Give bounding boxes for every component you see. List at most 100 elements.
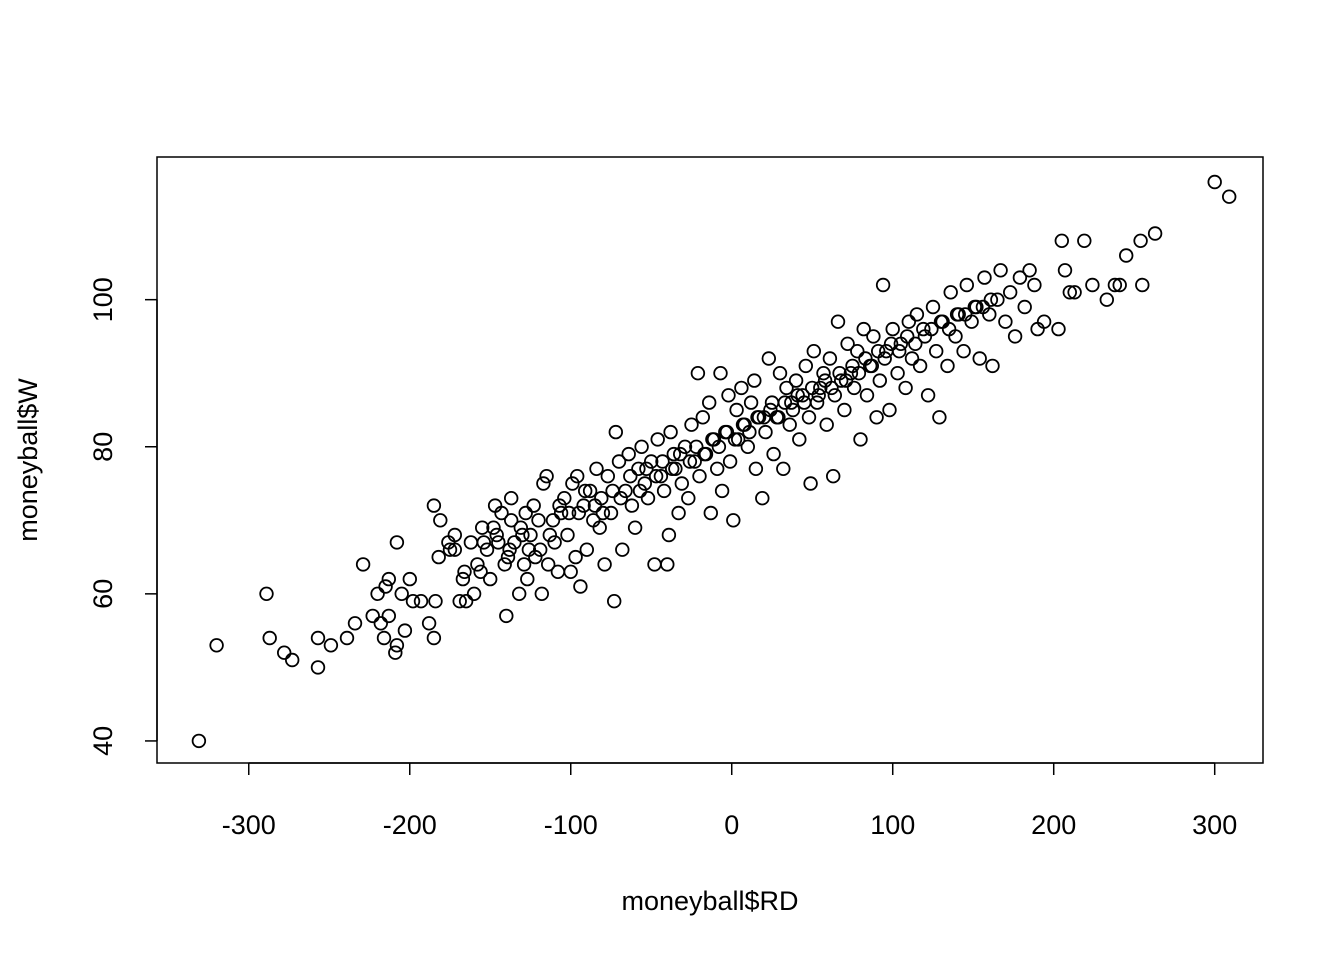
data-point	[570, 469, 585, 484]
y-tick-label: 40	[88, 726, 118, 756]
data-point	[719, 424, 735, 440]
data-point	[972, 351, 987, 366]
data-point	[816, 366, 831, 381]
data-point	[940, 358, 955, 374]
data-point	[565, 476, 580, 491]
data-point	[1062, 285, 1078, 300]
data-point	[259, 586, 274, 602]
data-point	[782, 417, 797, 432]
data-point	[929, 344, 944, 359]
data-point	[711, 439, 727, 455]
data-point	[689, 439, 704, 455]
data-point	[898, 380, 913, 396]
data-point	[806, 344, 822, 359]
data-point	[742, 424, 757, 440]
data-point	[958, 307, 973, 322]
data-point	[803, 476, 818, 491]
data-point	[776, 461, 791, 477]
data-point	[457, 564, 472, 580]
data-point	[703, 505, 719, 521]
data-point	[553, 505, 569, 521]
data-point	[613, 491, 628, 506]
data-point	[397, 623, 413, 638]
data-point	[813, 380, 828, 396]
data-point	[1057, 263, 1073, 278]
data-points	[191, 174, 1237, 749]
data-point	[702, 395, 717, 410]
data-point	[650, 432, 665, 447]
data-point	[607, 594, 622, 609]
data-point	[433, 513, 448, 528]
data-point	[1054, 233, 1070, 249]
data-point	[890, 366, 905, 381]
data-point	[515, 527, 530, 543]
data-point	[640, 491, 656, 506]
data-point	[491, 535, 506, 550]
data-point	[856, 321, 871, 337]
data-point	[624, 498, 640, 513]
data-point	[677, 439, 693, 455]
data-point	[486, 520, 501, 535]
data-point	[734, 380, 749, 396]
data-point	[1147, 226, 1163, 241]
data-point	[763, 402, 778, 418]
data-point	[788, 373, 804, 388]
data-point	[673, 446, 688, 462]
data-point	[840, 336, 855, 352]
data-point	[579, 542, 595, 557]
data-point	[497, 557, 512, 572]
data-point	[924, 321, 939, 337]
data-point	[452, 594, 467, 609]
data-point	[466, 586, 482, 602]
data-point	[692, 469, 707, 484]
data-point	[365, 608, 380, 624]
data-point	[656, 483, 672, 499]
data-point	[908, 336, 923, 352]
data-point	[983, 292, 999, 307]
data-point	[877, 351, 892, 366]
data-point	[993, 263, 1008, 278]
data-point	[531, 513, 546, 528]
data-point	[681, 491, 696, 506]
data-point	[426, 498, 442, 513]
data-point	[655, 454, 670, 469]
data-point	[470, 557, 485, 572]
data-point	[883, 336, 899, 352]
data-point	[542, 527, 558, 543]
data-point	[772, 366, 788, 381]
data-point	[729, 402, 744, 418]
data-point	[632, 483, 648, 499]
data-point	[500, 549, 516, 565]
data-point	[560, 527, 575, 543]
data-point	[389, 535, 405, 550]
data-point	[1221, 189, 1237, 204]
data-point	[743, 395, 759, 410]
data-point	[1107, 277, 1123, 293]
data-point	[909, 307, 925, 322]
data-point	[1012, 270, 1028, 285]
data-point	[533, 542, 548, 557]
data-point	[837, 402, 852, 418]
y-tick-label: 100	[88, 277, 118, 322]
data-point	[389, 638, 405, 653]
data-point	[811, 388, 826, 403]
data-point	[611, 454, 627, 469]
data-point	[758, 424, 773, 440]
data-point	[582, 483, 598, 499]
data-point	[959, 277, 975, 293]
data-point	[421, 616, 437, 631]
data-point	[900, 329, 915, 344]
data-point	[697, 446, 712, 462]
data-point	[830, 314, 846, 329]
data-point	[850, 344, 865, 359]
data-point	[483, 571, 498, 587]
data-point	[573, 579, 588, 594]
data-point	[967, 299, 983, 315]
y-tick-label: 80	[88, 432, 118, 462]
data-point	[373, 616, 389, 631]
data-point	[402, 571, 418, 587]
data-point	[209, 638, 224, 653]
data-point	[660, 557, 675, 572]
data-point	[785, 402, 801, 418]
data-point	[1077, 233, 1092, 249]
